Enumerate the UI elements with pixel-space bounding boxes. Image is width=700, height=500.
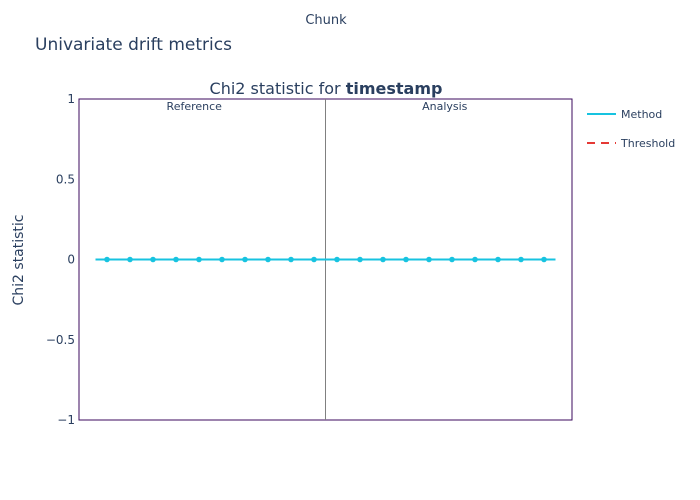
legend-label-method: Method	[621, 108, 662, 121]
method-data-point	[518, 256, 524, 263]
chart-title-prefix: Chi2 statistic for	[210, 79, 346, 98]
method-data-point	[426, 256, 432, 263]
period-label-reference: Reference	[167, 100, 223, 113]
method-data-point	[357, 256, 363, 263]
y-tick-label: 1	[67, 92, 75, 106]
y-tick-label: 0.5	[56, 172, 75, 186]
figure-title: Univariate drift metrics	[35, 35, 232, 55]
method-data-point	[472, 256, 478, 263]
y-tick-label: 0	[67, 253, 75, 267]
method-data-point	[104, 256, 110, 263]
method-data-point	[334, 256, 340, 263]
method-series	[95, 256, 556, 263]
y-tick-labels: 1 0.5 0 −0.5 −1	[46, 92, 75, 427]
chart-title: Chi2 statistic for timestamp	[210, 79, 443, 98]
y-tick-label: −1	[57, 413, 75, 427]
legend: Method Threshold	[587, 108, 675, 150]
method-data-point	[127, 256, 133, 263]
method-data-point	[311, 256, 317, 263]
y-axis-label: Chi2 statistic	[11, 214, 27, 305]
method-data-point	[403, 256, 409, 263]
method-data-point	[219, 256, 225, 263]
method-data-point	[173, 256, 179, 263]
x-axis-title: Chunk	[305, 13, 347, 28]
method-data-point	[265, 256, 271, 263]
method-data-point	[242, 256, 248, 263]
period-label-analysis: Analysis	[422, 100, 468, 113]
y-tick-label: −0.5	[46, 333, 75, 347]
chart-title-feature: timestamp	[346, 79, 443, 98]
period-labels: Reference Analysis	[167, 100, 468, 113]
legend-label-threshold: Threshold	[620, 137, 675, 150]
method-data-point	[541, 256, 547, 263]
method-data-point	[380, 256, 386, 263]
method-data-point	[196, 256, 202, 263]
method-data-point	[288, 256, 294, 263]
method-data-point	[449, 256, 455, 263]
method-data-point	[495, 256, 501, 263]
method-data-point	[150, 256, 156, 263]
